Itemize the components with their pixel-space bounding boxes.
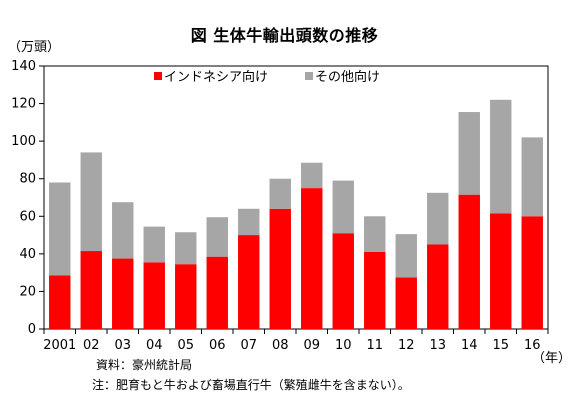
bar-indonesia-04 bbox=[143, 262, 165, 329]
x-tick-label: 06 bbox=[209, 338, 226, 353]
x-tick-label: 10 bbox=[335, 338, 352, 353]
footnote: 注：肥育もと牛および畜場直行牛（繁殖雌牛を含まない）。 bbox=[92, 378, 410, 392]
bar-indonesia-06 bbox=[206, 256, 228, 329]
bar-indonesia-11 bbox=[364, 251, 386, 329]
x-tick-label: 04 bbox=[146, 338, 163, 353]
x-tick-label: 16 bbox=[524, 338, 541, 353]
bar-indonesia-08 bbox=[269, 208, 291, 329]
y-tick-label: 20 bbox=[19, 284, 36, 299]
bar-other-04 bbox=[143, 226, 165, 263]
x-tick-label: 13 bbox=[429, 338, 446, 353]
bar-indonesia-10 bbox=[332, 233, 354, 329]
x-tick-label: 07 bbox=[240, 338, 257, 353]
bar-indonesia-14 bbox=[458, 194, 480, 329]
bar-other-09 bbox=[301, 162, 323, 189]
legend-swatch-indonesia bbox=[154, 72, 162, 80]
bar-other-05 bbox=[175, 232, 197, 265]
x-tick-label: 08 bbox=[272, 338, 289, 353]
x-tick-label: 2001 bbox=[43, 338, 76, 353]
y-tick-label: 0 bbox=[28, 322, 36, 337]
x-tick-label: 05 bbox=[177, 338, 194, 353]
y-tick-label: 80 bbox=[19, 172, 36, 187]
bar-other-02 bbox=[80, 152, 102, 252]
bar-indonesia-09 bbox=[301, 188, 323, 329]
bar-indonesia-07 bbox=[238, 235, 260, 329]
bar-other-06 bbox=[206, 217, 228, 257]
x-tick-label: 09 bbox=[303, 338, 320, 353]
x-tick-label: 15 bbox=[492, 338, 509, 353]
bar-indonesia-15 bbox=[490, 213, 512, 329]
bar-other-10 bbox=[332, 180, 354, 234]
bar-indonesia-05 bbox=[175, 264, 197, 329]
bar-other-12 bbox=[395, 234, 417, 278]
source-note: 資料：豪州統計局 bbox=[96, 358, 193, 372]
x-tick-label: 11 bbox=[366, 338, 383, 353]
bar-other-15 bbox=[490, 99, 512, 214]
bar-other-2001 bbox=[49, 182, 71, 276]
x-tick-label: 02 bbox=[83, 338, 100, 353]
bar-indonesia-03 bbox=[112, 258, 134, 329]
y-tick-label: 140 bbox=[11, 59, 36, 74]
bar-indonesia-02 bbox=[80, 251, 102, 329]
bar-other-08 bbox=[269, 178, 291, 209]
x-tick-label: 14 bbox=[461, 338, 478, 353]
y-tick-label: 100 bbox=[11, 134, 36, 149]
chart-title: 図 生体牛輸出頭数の推移 bbox=[190, 26, 379, 45]
legend-swatch-other bbox=[305, 72, 313, 80]
legend-label-indonesia: インドネシア向け bbox=[164, 69, 268, 85]
bar-other-11 bbox=[364, 216, 386, 252]
bar-other-13 bbox=[427, 192, 449, 245]
legend-label-other: その他向け bbox=[315, 69, 380, 85]
bar-indonesia-2001 bbox=[49, 275, 71, 329]
bar-other-07 bbox=[238, 208, 260, 236]
bar-other-14 bbox=[458, 112, 480, 195]
bar-indonesia-16 bbox=[521, 216, 543, 329]
y-axis-unit-label: （万頭） bbox=[8, 40, 61, 55]
x-tick-label: 12 bbox=[398, 338, 415, 353]
x-axis-unit-label: （年） bbox=[532, 351, 569, 366]
bar-other-03 bbox=[112, 202, 134, 259]
x-tick-label: 03 bbox=[114, 338, 131, 353]
bar-other-16 bbox=[521, 137, 543, 217]
bar-indonesia-13 bbox=[427, 244, 449, 329]
y-tick-label: 60 bbox=[19, 209, 36, 224]
y-tick-label: 120 bbox=[11, 97, 36, 112]
bar-indonesia-12 bbox=[395, 277, 417, 329]
y-tick-label: 40 bbox=[19, 247, 36, 262]
